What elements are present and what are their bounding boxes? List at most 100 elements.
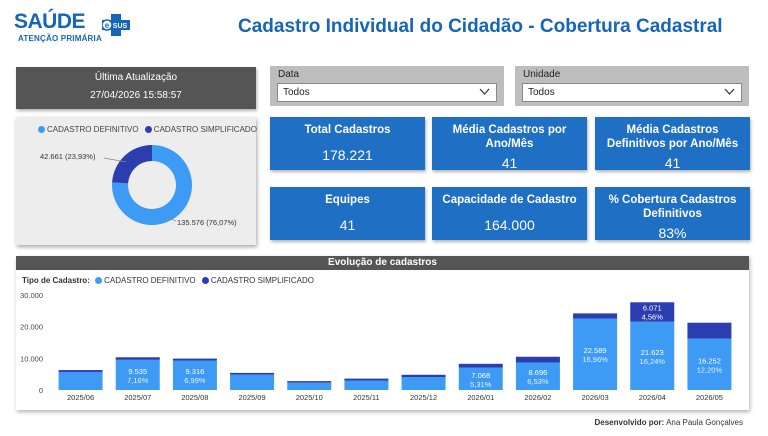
date-filter: Data Todos [270, 66, 504, 106]
bar-value-label: 21.623 [641, 348, 664, 357]
kpi-label: Média Cadastros Definitivos por Ano/Mês [606, 124, 739, 150]
bar-simplificado[interactable] [344, 378, 389, 381]
x-tick-label: 2025/11 [353, 393, 380, 402]
donut-slice-simplificado[interactable] [112, 145, 152, 184]
x-tick-label: 2025/07 [124, 393, 151, 402]
x-tick-label: 2026/03 [582, 393, 609, 402]
kpi-media-definitivos: Média Cadastros Definitivos por Ano/Mês … [595, 117, 750, 171]
y-tick-label: 20.000 [20, 323, 43, 332]
bar-definitivo[interactable] [58, 371, 103, 390]
bar-definitivo[interactable] [401, 377, 446, 390]
bar-simplificado[interactable] [172, 358, 217, 361]
bar-simplificado[interactable] [230, 372, 275, 375]
x-tick-label: 2026/05 [696, 393, 723, 402]
bar-simplificado[interactable] [630, 302, 675, 322]
bar-value-label: 9.535 [128, 367, 147, 376]
bar-definitivo[interactable] [287, 382, 332, 390]
x-tick-label: 2025/09 [239, 393, 266, 402]
x-tick-label: 2025/06 [67, 393, 94, 402]
bar-value-label: 22.589 [584, 346, 607, 355]
kpi-label: Capacidade de Cadastro [442, 194, 577, 206]
x-tick-label: 2025/08 [181, 393, 208, 402]
bar-simplificado[interactable] [115, 357, 160, 360]
date-filter-value: Todos [283, 87, 310, 98]
bar-percent-label: 5,31% [470, 380, 492, 389]
chevron-down-icon [724, 88, 735, 95]
y-tick-label: 0 [39, 386, 43, 395]
bar-definitivo[interactable] [573, 318, 618, 390]
evolution-title: Evolução de cadastros [16, 256, 749, 270]
unit-filter-value: Todos [528, 87, 555, 98]
y-tick-label: 30.000 [20, 291, 43, 300]
unit-filter-label: Unidade [523, 69, 561, 80]
bar-definitivo[interactable] [115, 359, 160, 390]
bar-percent-label: 12,20% [697, 365, 723, 374]
evolution-legend: Tipo de Cadastro: CADASTRO DEFINITIVO CA… [22, 276, 314, 285]
bar-value-label: 7.068 [471, 371, 490, 380]
bar-simplificado[interactable] [58, 370, 103, 372]
kpi-equipes: Equipes 41 [270, 187, 425, 240]
logo-text: SAÚDE [14, 10, 86, 33]
donut-leader-line [103, 157, 127, 163]
bar-definitivo[interactable] [344, 380, 389, 391]
bar-definitivo[interactable] [458, 367, 503, 390]
donut-slice-definitivo[interactable] [112, 145, 192, 225]
kpi-value: 164.000 [484, 217, 535, 233]
bar-value-label: 8.696 [529, 368, 548, 377]
bar-value-label: 9.316 [186, 367, 205, 376]
bar-simplificado[interactable] [573, 313, 618, 319]
bar-definitivo[interactable] [230, 374, 275, 390]
bar-definitivo[interactable] [687, 338, 732, 390]
donut-chart-card: CADASTRO DEFINITIVO CADASTRO SIMPLIFICAD… [16, 117, 257, 245]
bar-simplificado[interactable] [515, 356, 560, 363]
unit-filter-select[interactable]: Todos [522, 83, 742, 102]
footer-credit: Desenvolvido por: Ana Paula Gonçalves [594, 418, 743, 427]
kpi-value: 41 [664, 155, 681, 171]
chevron-down-icon [479, 88, 490, 95]
date-filter-label: Data [278, 69, 300, 80]
bar-simplificado[interactable] [287, 381, 332, 383]
evolution-bar-chart: 0 10.000 20.000 30.000 2025/06 2025/07 9.5357,… [20, 291, 732, 402]
saude-logo: SAÚDE e SUS ATENÇÃO PRIMÁRIA [14, 8, 134, 48]
kpi-cobertura: % Cobertura Cadastros Definitivos 83% [595, 187, 750, 241]
bar-simplificado[interactable] [687, 322, 732, 339]
kpi-label: Total Cadastros [304, 124, 391, 136]
kpi-label: Equipes [325, 194, 370, 206]
kpi-total-cadastros: Total Cadastros 178.221 [270, 117, 425, 170]
page-title: Cadastro Individual do Cidadão - Cobertu… [238, 16, 723, 37]
donut-legend-definitivo: CADASTRO DEFINITIVO [47, 125, 139, 134]
kpi-media-cadastros: Média Cadastros por Ano/Mês 41 [432, 117, 587, 171]
sus-badge-text: SUS [113, 23, 128, 30]
kpi-value: 41 [501, 155, 518, 171]
bar-definitivo[interactable] [172, 360, 217, 390]
bar-percent-label: 7,16% [127, 376, 149, 385]
legend-dot-definitivo [95, 277, 103, 284]
legend-dot-simplificado [201, 277, 209, 284]
svg-text:e: e [105, 21, 110, 30]
x-tick-label: 2026/02 [524, 393, 551, 402]
unit-filter: Unidade Todos [515, 66, 749, 106]
donut-label-definitivo: 135.576 (76,07%) [177, 218, 237, 227]
kpi-value: 83% [658, 225, 687, 241]
kpi-value: 178.221 [322, 147, 373, 163]
donut-legend-simplificado: CADASTRO SIMPLIFICADO [153, 125, 257, 134]
donut-legend: CADASTRO DEFINITIVO CADASTRO SIMPLIFICAD… [38, 125, 257, 134]
bar-percent-label: 6,99% [184, 376, 206, 385]
last-update-card: Última Atualização 27/04/2026 15:58:57 [16, 67, 256, 109]
bar-definitivo[interactable] [515, 362, 560, 390]
x-tick-label: 2025/12 [410, 393, 437, 402]
kpi-value: 41 [339, 217, 356, 233]
bar-percent-label: 16,24% [640, 357, 666, 366]
x-tick-label: 2026/04 [639, 393, 666, 402]
bar-simplificado[interactable] [401, 374, 446, 378]
evolution-legend-title: Tipo de Cadastro: [22, 276, 90, 285]
date-filter-select[interactable]: Todos [277, 83, 497, 102]
bar-simplificado[interactable] [458, 363, 503, 368]
legend-dot-definitivo [38, 126, 45, 133]
bar-definitivo[interactable] [630, 321, 675, 390]
logo-subtitle: ATENÇÃO PRIMÁRIA [18, 34, 102, 43]
x-tick-label: 2026/01 [467, 393, 494, 402]
sus-badge-icon: e SUS [102, 14, 130, 36]
evolution-legend-simplificado: CADASTRO SIMPLIFICADO [210, 276, 315, 285]
legend-dot-simplificado [144, 126, 152, 133]
